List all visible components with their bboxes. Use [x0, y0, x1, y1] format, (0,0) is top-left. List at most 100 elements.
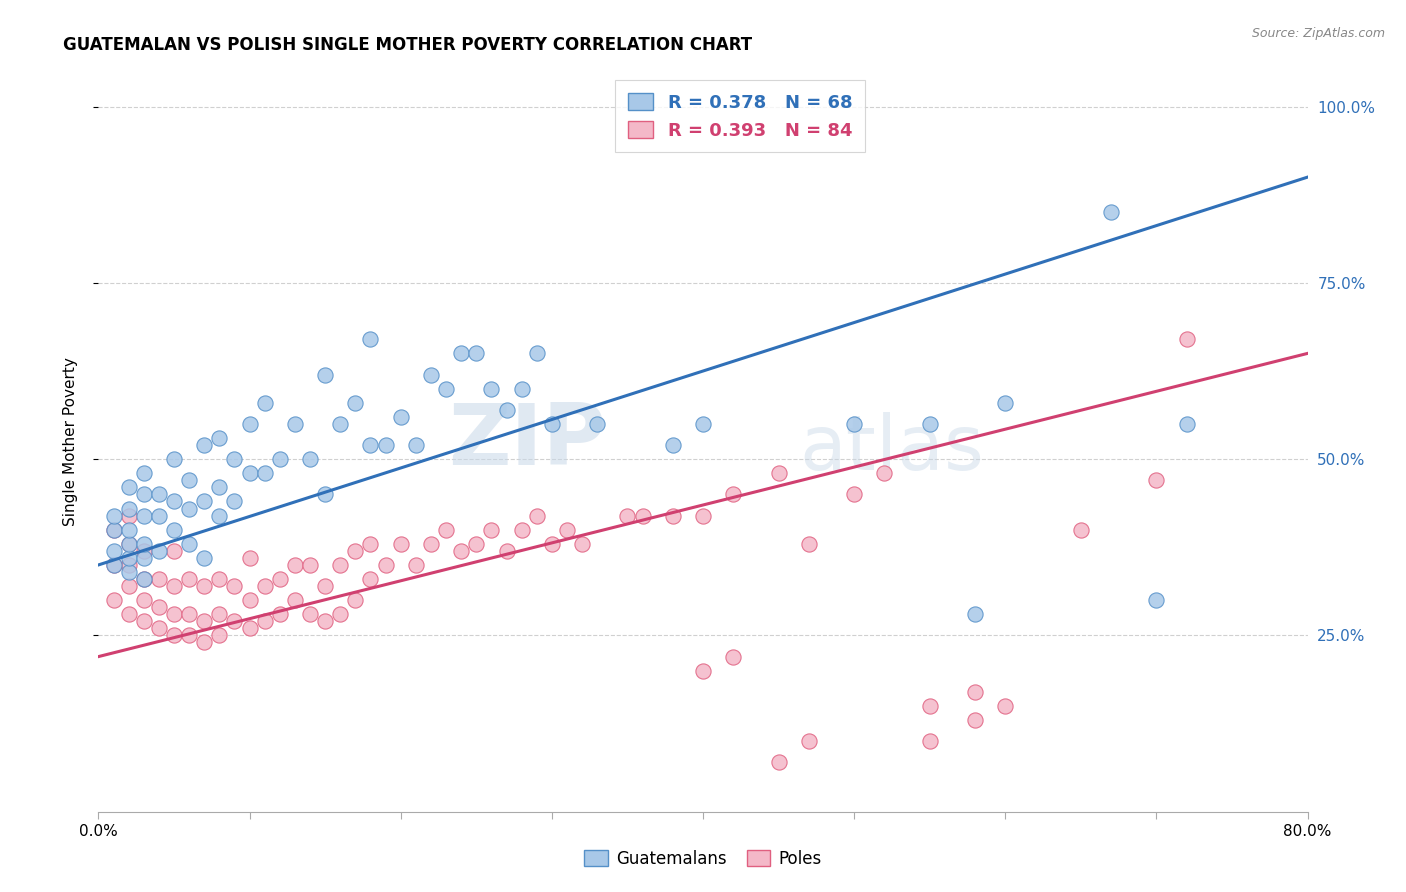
- Point: [344, 593, 367, 607]
- Point: [239, 593, 262, 607]
- Point: [118, 501, 141, 516]
- Point: [616, 508, 638, 523]
- Point: [1175, 417, 1198, 431]
- Point: [360, 572, 382, 586]
- Point: [148, 487, 170, 501]
- Point: [163, 544, 186, 558]
- Point: [844, 417, 866, 431]
- Point: [118, 558, 141, 572]
- Point: [253, 467, 276, 481]
- Point: [148, 621, 170, 635]
- Point: [239, 417, 262, 431]
- Point: [179, 572, 201, 586]
- Point: [481, 382, 503, 396]
- Point: [179, 537, 201, 551]
- Point: [132, 572, 155, 586]
- Point: [1144, 593, 1167, 607]
- Point: [510, 523, 533, 537]
- Point: [314, 368, 336, 382]
- Point: [208, 572, 231, 586]
- Point: [314, 487, 336, 501]
- Point: [179, 607, 201, 622]
- Point: [1099, 205, 1122, 219]
- Point: [103, 593, 125, 607]
- Point: [284, 593, 307, 607]
- Point: [965, 685, 987, 699]
- Point: [329, 558, 352, 572]
- Point: [374, 558, 396, 572]
- Point: [148, 600, 170, 615]
- Point: [1070, 523, 1092, 537]
- Point: [179, 501, 201, 516]
- Point: [163, 452, 186, 467]
- Point: [994, 396, 1017, 410]
- Point: [224, 615, 246, 629]
- Point: [224, 579, 246, 593]
- Point: [284, 558, 307, 572]
- Point: [965, 713, 987, 727]
- Point: [132, 537, 155, 551]
- Legend: Guatemalans, Poles: Guatemalans, Poles: [578, 844, 828, 875]
- Point: [344, 544, 367, 558]
- Point: [661, 438, 683, 452]
- Point: [193, 550, 215, 565]
- Point: [118, 523, 141, 537]
- Point: [360, 332, 382, 346]
- Point: [163, 628, 186, 642]
- Point: [224, 452, 246, 467]
- Point: [495, 402, 517, 417]
- Point: [344, 396, 367, 410]
- Point: [299, 452, 322, 467]
- Point: [103, 508, 125, 523]
- Point: [420, 537, 443, 551]
- Text: ZIP: ZIP: [449, 400, 606, 483]
- Point: [148, 544, 170, 558]
- Point: [132, 593, 155, 607]
- Text: atlas: atlas: [800, 412, 984, 486]
- Point: [132, 544, 155, 558]
- Point: [224, 494, 246, 508]
- Point: [299, 607, 322, 622]
- Point: [132, 550, 155, 565]
- Point: [434, 523, 457, 537]
- Point: [208, 508, 231, 523]
- Point: [555, 523, 578, 537]
- Point: [571, 537, 593, 551]
- Point: [723, 487, 745, 501]
- Point: [193, 494, 215, 508]
- Point: [434, 382, 457, 396]
- Point: [723, 649, 745, 664]
- Point: [118, 579, 141, 593]
- Point: [118, 537, 141, 551]
- Point: [692, 417, 714, 431]
- Point: [284, 417, 307, 431]
- Point: [797, 734, 820, 748]
- Point: [269, 607, 291, 622]
- Point: [103, 558, 125, 572]
- Point: [103, 544, 125, 558]
- Point: [148, 508, 170, 523]
- Point: [208, 431, 231, 445]
- Point: [329, 607, 352, 622]
- Point: [510, 382, 533, 396]
- Point: [465, 537, 488, 551]
- Point: [239, 550, 262, 565]
- Point: [360, 537, 382, 551]
- Point: [179, 473, 201, 487]
- Point: [586, 417, 609, 431]
- Point: [132, 572, 155, 586]
- Point: [193, 579, 215, 593]
- Point: [148, 572, 170, 586]
- Y-axis label: Single Mother Poverty: Single Mother Poverty: [63, 357, 77, 526]
- Point: [526, 346, 548, 360]
- Point: [299, 558, 322, 572]
- Point: [1175, 332, 1198, 346]
- Point: [193, 438, 215, 452]
- Point: [965, 607, 987, 622]
- Point: [994, 698, 1017, 713]
- Point: [118, 565, 141, 579]
- Point: [103, 558, 125, 572]
- Point: [495, 544, 517, 558]
- Point: [193, 615, 215, 629]
- Point: [132, 615, 155, 629]
